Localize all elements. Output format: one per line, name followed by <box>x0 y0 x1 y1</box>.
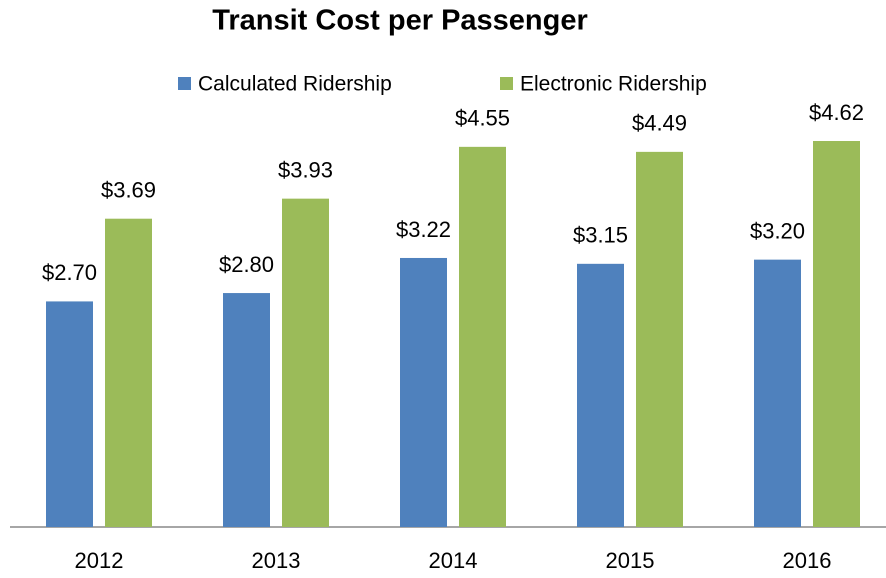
x-tick-label: 2014 <box>429 548 478 573</box>
data-label: $4.62 <box>809 100 864 125</box>
x-tick-label: 2015 <box>606 548 655 573</box>
data-label: $4.49 <box>632 111 687 136</box>
bar <box>400 257 447 527</box>
chart-title: Transit Cost per Passenger <box>212 5 588 37</box>
bar <box>46 301 93 527</box>
data-label: $3.22 <box>396 217 451 242</box>
data-label: $3.69 <box>101 178 156 203</box>
bar <box>459 146 506 527</box>
bar <box>813 141 860 527</box>
legend-swatch <box>178 77 191 90</box>
x-tick-label: 2013 <box>252 548 301 573</box>
x-tick-label: 2012 <box>75 548 124 573</box>
data-label: $2.80 <box>219 252 274 277</box>
data-label: $3.20 <box>750 218 805 243</box>
bar <box>636 151 683 528</box>
data-label: $4.55 <box>455 106 510 131</box>
bar <box>577 263 624 527</box>
bar <box>754 259 801 527</box>
legend-label: Calculated Ridership <box>198 73 392 96</box>
bar <box>223 293 270 527</box>
bar <box>282 198 329 527</box>
legend-swatch <box>500 77 513 90</box>
data-label: $2.70 <box>42 260 97 285</box>
data-label: $3.15 <box>573 223 628 248</box>
legend-label: Electronic Ridership <box>520 73 707 96</box>
data-label: $3.93 <box>278 157 333 182</box>
bar <box>105 218 152 527</box>
x-tick-label: 2016 <box>783 548 832 573</box>
